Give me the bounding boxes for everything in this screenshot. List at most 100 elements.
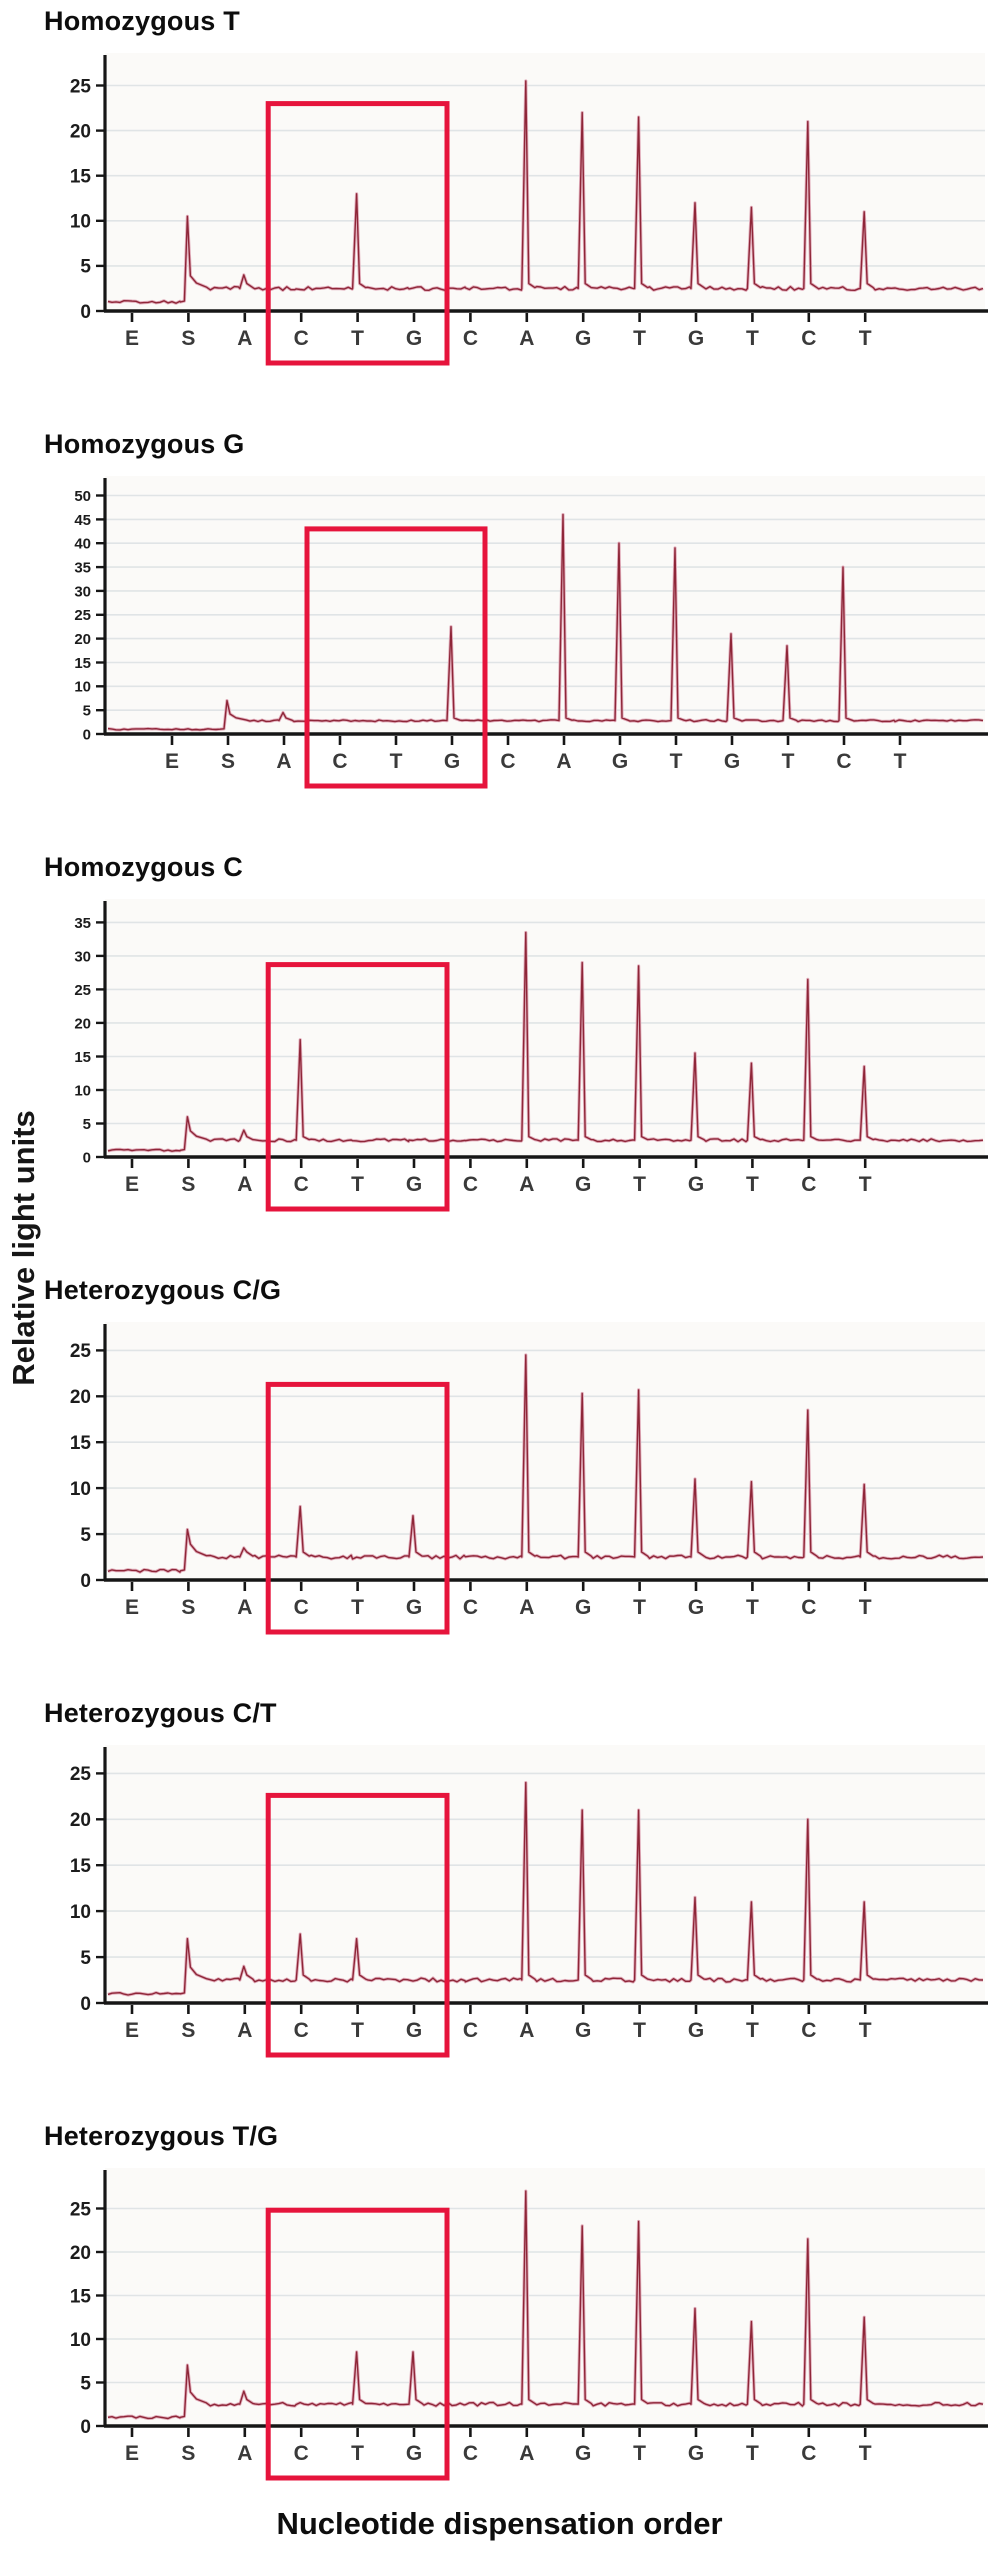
y-tick-label: 10 (70, 212, 91, 233)
dispensation-letter: T (351, 2019, 364, 2042)
dispensation-letter: T (633, 2442, 646, 2465)
dispensation-letter: C (836, 750, 851, 773)
y-tick-label: 5 (80, 2373, 91, 2394)
dispensation-letter: E (125, 2442, 139, 2465)
y-tick-label: 10 (74, 679, 91, 696)
dispensation-letter: A (556, 750, 571, 773)
pyrogram-trace (107, 2190, 984, 2420)
panel-title: Homozygous G (44, 429, 245, 459)
dispensation-letter: G (575, 2442, 591, 2465)
dispensation-letter: E (125, 327, 139, 350)
y-tick-label: 20 (74, 631, 91, 648)
y-tick-label: 0 (80, 302, 91, 323)
pyrogram-chart-heterozygous-ct: 0 5 10 15 20 25 E S A C T G C A G T G T C T (70, 1745, 988, 2058)
pyrogram-chart-homozygous-g: 0 5 10 15 20 25 30 35 40 45 50 E S A C T G C A G T G T C T (74, 476, 988, 789)
dispensation-letter: T (351, 1173, 364, 1196)
pyrogram-chart-homozygous-t: 0 5 10 15 20 25 E S A C T G C A G T G T C T (70, 53, 988, 366)
dispensation-letter: T (351, 327, 364, 350)
dispensation-letter: G (406, 2019, 422, 2042)
dispensation-letter: A (519, 2019, 534, 2042)
dispensation-letter: E (125, 1596, 139, 1619)
y-tick-label: 5 (80, 1525, 91, 1546)
pyrogram-chart-heterozygous-tg: 0 5 10 15 20 25 E S A C T G C A G T G T C T (70, 2168, 988, 2481)
y-tick-label: 15 (70, 1433, 92, 1454)
panel-title: Homozygous T (44, 6, 240, 36)
dispensation-letter: G (688, 1596, 704, 1619)
y-tick-label: 0 (80, 2417, 91, 2438)
y-tick-label: 10 (70, 1902, 91, 1923)
y-tick-label: 15 (70, 167, 92, 188)
dispensation-letter: A (519, 2442, 534, 2465)
y-tick-label: 30 (74, 948, 91, 965)
panel-title: Heterozygous T/G (44, 2121, 279, 2151)
dispensation-letter: T (633, 327, 646, 350)
plot-area (105, 53, 985, 311)
dispensation-letter: T (782, 750, 795, 773)
y-tick-label: 20 (70, 1810, 91, 1831)
dispensation-letter: C (294, 1596, 309, 1619)
y-tick-label: 25 (74, 607, 91, 624)
dispensation-letter: S (181, 2019, 195, 2042)
dispensation-letter: T (746, 2442, 759, 2465)
dispensation-letter: T (746, 1173, 759, 1196)
dispensation-letter: T (633, 1596, 646, 1619)
y-tick-label: 10 (74, 1082, 91, 1099)
y-tick-label: 25 (70, 1764, 92, 1785)
dispensation-letter: T (746, 2019, 759, 2042)
dispensation-letter: C (801, 1173, 816, 1196)
plot-area (105, 899, 985, 1157)
y-tick-label: 15 (74, 655, 91, 672)
y-tick-label: 15 (70, 1856, 92, 1877)
dispensation-letter: A (519, 1596, 534, 1619)
y-tick-label: 25 (70, 2199, 92, 2220)
dispensation-letter: C (294, 1173, 309, 1196)
dispensation-letter: G (406, 1173, 422, 1196)
dispensation-letter: T (894, 750, 907, 773)
dispensation-letter: G (724, 750, 740, 773)
dispensation-letter: C (801, 2442, 816, 2465)
y-tick-label: 5 (83, 1116, 91, 1133)
dispensation-letter: T (633, 2019, 646, 2042)
y-tick-label: 45 (74, 512, 91, 529)
pyrogram-trace (107, 1354, 984, 1573)
panel-heterozygous-ct: Heterozygous C/T 0 5 10 15 20 25 E S A C T G C A G T G T C… (0, 1698, 999, 2115)
dispensation-letter: S (181, 1173, 195, 1196)
dispensation-letter: A (276, 750, 291, 773)
dispensation-letter: T (351, 1596, 364, 1619)
dispensation-letter: C (801, 327, 816, 350)
panel-homozygous-g: Homozygous G 0 5 10 15 20 25 30 35 40 45 50 E S A C T G C… (0, 429, 999, 846)
dispensation-letter: G (406, 327, 422, 350)
plot-area (105, 476, 985, 734)
y-tick-label: 25 (70, 76, 92, 97)
dispensation-letter: G (688, 2442, 704, 2465)
dispensation-letter: C (463, 2019, 478, 2042)
dispensation-letter: G (575, 1596, 591, 1619)
x-axis-label: Nucleotide dispensation order (276, 2506, 723, 2541)
dispensation-letter: S (181, 2442, 195, 2465)
y-tick-label: 40 (74, 536, 91, 553)
plot-area (105, 1745, 985, 2003)
y-tick-label: 20 (70, 1387, 91, 1408)
y-axis-label: Relative light units (6, 1110, 41, 1386)
y-tick-label: 20 (70, 122, 91, 143)
dispensation-letter: A (237, 1596, 252, 1619)
dispensation-letter: C (463, 1173, 478, 1196)
y-tick-label: 0 (83, 1149, 91, 1166)
dispensation-letter: C (294, 2019, 309, 2042)
dispensation-letter: C (332, 750, 347, 773)
pyrogram-trace (107, 513, 984, 731)
dispensation-letter: S (221, 750, 235, 773)
dispensation-letter: T (746, 1596, 759, 1619)
highlight-box (304, 526, 488, 789)
dispensation-letter: T (859, 1173, 872, 1196)
dispensation-letter: A (237, 2442, 252, 2465)
highlight-box (265, 1381, 450, 1635)
y-tick-label: 35 (74, 560, 91, 577)
dispensation-letter: T (351, 2442, 364, 2465)
dispensation-letter: T (859, 2442, 872, 2465)
dispensation-letter: C (500, 750, 515, 773)
y-tick-label: 15 (74, 1049, 91, 1066)
dispensation-letter: G (444, 750, 460, 773)
dispensation-letter: A (237, 327, 252, 350)
y-tick-label: 15 (70, 2286, 92, 2307)
